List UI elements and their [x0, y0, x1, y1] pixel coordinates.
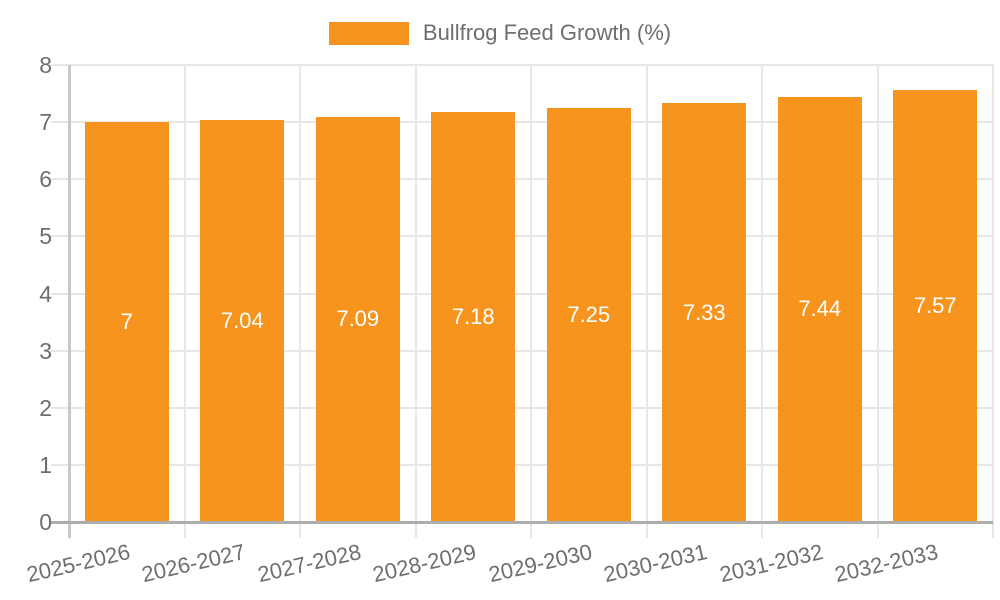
h-gridline: [51, 406, 993, 409]
v-gridline: [414, 65, 417, 538]
x-tick-label: 2029-2030: [485, 539, 594, 588]
bar[interactable]: 7.18: [431, 111, 516, 522]
v-gridline: [992, 65, 994, 538]
bar-value-label: 7.33: [682, 299, 726, 325]
h-gridline: [51, 292, 993, 295]
x-tick-label: 2026-2027: [139, 539, 248, 588]
h-gridline: [51, 235, 993, 238]
y-tick-label: 1: [39, 451, 52, 478]
bar-value-label: 7.04: [220, 307, 264, 333]
x-tick-label: 2030-2031: [601, 539, 710, 588]
x-tick-label: 2028-2029: [370, 539, 479, 588]
y-axis-line: [68, 65, 71, 538]
bar-value-label: 7.25: [567, 301, 611, 327]
bar-value-label: 7.44: [798, 296, 842, 322]
bar[interactable]: 7.25: [546, 107, 631, 522]
bar[interactable]: 7.57: [893, 89, 978, 522]
bar[interactable]: 7.04: [200, 119, 285, 522]
bar[interactable]: 7.44: [777, 96, 862, 522]
v-gridline: [761, 65, 763, 538]
v-gridline: [530, 65, 532, 538]
v-gridline: [183, 65, 186, 538]
h-gridline: [51, 463, 993, 466]
bar-value-label: 7.09: [336, 306, 380, 332]
y-tick-label: 8: [39, 52, 52, 78]
y-tick-label: 3: [39, 337, 52, 364]
y-tick-label: 6: [39, 166, 52, 193]
y-tick-label: 2: [39, 394, 52, 421]
y-tick-label: 7: [39, 109, 52, 136]
bar[interactable]: 7.33: [662, 103, 747, 522]
bar-value-label: 7.18: [451, 303, 495, 329]
v-gridline: [299, 65, 301, 538]
bar-value-label: 7: [120, 309, 133, 335]
bar[interactable]: 7: [84, 122, 169, 522]
legend[interactable]: Bullfrog Feed Growth (%): [0, 20, 1000, 46]
legend-label: Bullfrog Feed Growth (%): [422, 20, 672, 45]
y-tick-label: 0: [39, 509, 52, 535]
h-gridline: [51, 121, 993, 124]
v-gridline: [645, 65, 648, 538]
x-tick-label: 2025-2026: [23, 539, 132, 588]
x-axis-line: [51, 521, 993, 524]
v-gridline: [876, 65, 879, 538]
legend-swatch[interactable]: [328, 21, 409, 45]
h-gridline: [51, 349, 993, 352]
x-tick-label: 2027-2028: [254, 539, 363, 588]
h-gridline: [51, 178, 993, 181]
x-tick-label: 2031-2032: [716, 539, 825, 588]
y-tick-label: 4: [39, 280, 52, 307]
y-tick-label: 5: [39, 223, 52, 250]
bar[interactable]: 7.09: [315, 116, 400, 522]
x-tick-label: 2032-2033: [832, 539, 941, 588]
h-gridline: [51, 64, 993, 66]
bar-value-label: 7.57: [913, 292, 957, 318]
